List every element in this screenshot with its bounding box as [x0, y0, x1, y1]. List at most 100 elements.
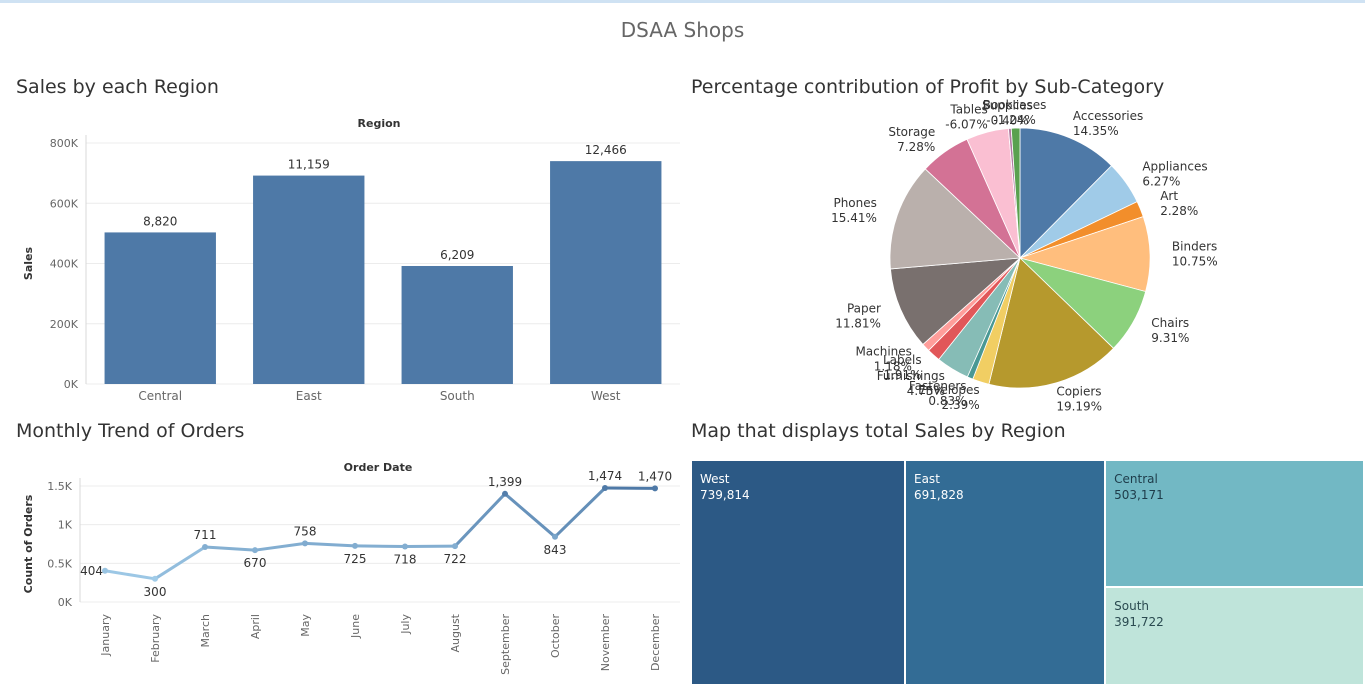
pie-label-name: Bookcases	[983, 98, 1047, 112]
pie-label-value: 1.18%	[874, 359, 912, 373]
line-segment	[353, 544, 407, 548]
sales-by-region-bar-chart: 0K 200K 400K 600K 800K Region Sales 8,820 Centra…	[22, 117, 680, 403]
pie-label-name: Binders	[1172, 239, 1217, 253]
line-point-february	[152, 575, 158, 582]
line-point-january	[102, 567, 108, 574]
line-data-label: 1,474	[588, 469, 622, 483]
pie-label-name: Furnishings	[877, 369, 945, 383]
pie-slice-accessories	[1019, 127, 1113, 259]
pie-label-value: 4.75%	[907, 384, 945, 398]
line-point-march	[202, 544, 208, 551]
line-data-label: 300	[144, 585, 167, 599]
line-month-label: March	[199, 614, 212, 648]
bar-y-tick-label: 0K	[64, 378, 79, 391]
line-column-header: Order Date	[344, 461, 413, 474]
line-segment	[103, 569, 157, 581]
pie-label-value: 10.75%	[1172, 254, 1218, 268]
line-month-label: October	[549, 614, 562, 658]
line-point-may	[302, 540, 308, 547]
pie-label-value: 7.28%	[897, 140, 935, 154]
bar-y-tick-label: 600K	[50, 197, 79, 210]
pie-label-value: 14.35%	[1073, 124, 1119, 138]
bar-east	[253, 175, 365, 384]
pie-slice-copiers	[988, 257, 1115, 389]
line-segment	[303, 541, 357, 548]
monthly-orders-title: Monthly Trend of Orders	[16, 420, 245, 442]
bar-category-label: West	[591, 389, 621, 403]
bar-y-tick-label: 400K	[50, 258, 79, 271]
line-point-october	[552, 533, 558, 540]
pie-label-name: Art	[1160, 189, 1178, 203]
line-point-april	[252, 547, 258, 554]
line-month-label: September	[499, 614, 512, 675]
pie-label-name: Accessories	[1073, 109, 1143, 123]
pie-label-value: 15.41%	[831, 211, 877, 225]
treemap-region-value: 503,171	[1114, 488, 1164, 502]
treemap-region-name: Central	[1114, 472, 1158, 486]
pie-slice-paper	[890, 257, 1022, 345]
pie-label-name: Paper	[847, 302, 881, 316]
line-point-july	[402, 543, 408, 550]
bar-south	[401, 265, 513, 384]
line-y-axis-title: Count of Orders	[22, 494, 35, 593]
treemap-region-name: West	[700, 472, 730, 486]
bar-category-label: Central	[138, 389, 182, 403]
line-point-september	[502, 490, 508, 497]
pie-slice-binders	[1018, 216, 1151, 293]
line-month-label: December	[649, 614, 662, 672]
treemap-region-name: South	[1114, 598, 1149, 613]
line-segment	[153, 545, 207, 581]
sales-region-treemap: West 739,814 East 691,828 Central 503,171 Sout…	[691, 460, 1364, 685]
profit-subcategory-title: Percentage contribution of Profit by Sub…	[691, 76, 1165, 98]
pie-label-value: 2.28%	[1160, 204, 1198, 218]
pie-label-name: Labels	[883, 353, 922, 367]
monthly-orders-line-chart: 0K 0.5K 1K 1.5K Order Date Count of Orders 404…	[22, 461, 680, 675]
treemap-region-name: East	[914, 472, 940, 486]
bar-data-label: 12,466	[585, 143, 627, 157]
line-data-label: 718	[394, 552, 417, 566]
bar-data-label: 6,209	[440, 248, 474, 262]
pie-slice-phones	[889, 168, 1021, 270]
pie-label-name: Storage	[888, 125, 935, 139]
pie-label-name: Copiers	[1056, 384, 1101, 398]
pie-label-value: 2.39%	[942, 398, 980, 412]
pie-label-name: Supplies	[982, 98, 1033, 112]
bar-data-label: 8,820	[143, 214, 177, 228]
line-data-label: 1,470	[638, 469, 672, 483]
treemap-cell-south: South 391,722	[1105, 586, 1364, 685]
sales-region-title: Sales by each Region	[16, 76, 219, 98]
pie-label-name: Appliances	[1142, 159, 1207, 173]
line-month-label: July	[399, 614, 412, 635]
bar-y-axis-title: Sales	[22, 246, 35, 280]
pie-label-value: -1.24%	[993, 113, 1035, 127]
line-data-label: 670	[244, 556, 267, 570]
line-segment	[503, 492, 557, 539]
bar-column-header: Region	[358, 117, 401, 130]
line-month-label: August	[449, 613, 462, 652]
pie-label-value: 11.81%	[835, 317, 881, 331]
line-y-tick-label: 0K	[58, 596, 73, 609]
line-point-november	[602, 485, 608, 492]
top-accent-bar	[0, 0, 1365, 3]
bar-data-label: 11,159	[288, 158, 330, 172]
line-month-label: April	[249, 614, 262, 639]
bar-category-label: East	[296, 389, 322, 403]
line-point-june	[352, 542, 358, 549]
line-y-tick-label: 0.5K	[47, 557, 72, 570]
bar-category-label: South	[440, 389, 475, 403]
line-month-label: June	[349, 614, 362, 639]
pie-label-name: Phones	[833, 196, 876, 210]
line-data-label: 725	[344, 552, 367, 566]
line-data-label: 1,399	[488, 475, 522, 489]
treemap-region-value: 391,722	[1114, 614, 1164, 629]
line-data-label: 758	[294, 524, 317, 538]
line-month-label: November	[599, 614, 612, 672]
pie-label-name: Machines	[855, 344, 911, 358]
bar-y-tick-label: 800K	[50, 137, 79, 150]
treemap-cell-west: West 739,814	[691, 460, 905, 685]
pie-label-value: 1.91%	[883, 368, 921, 382]
line-point-august	[452, 543, 458, 550]
treemap-cell-central: Central 503,171	[1105, 460, 1364, 587]
line-month-label: February	[149, 614, 162, 663]
